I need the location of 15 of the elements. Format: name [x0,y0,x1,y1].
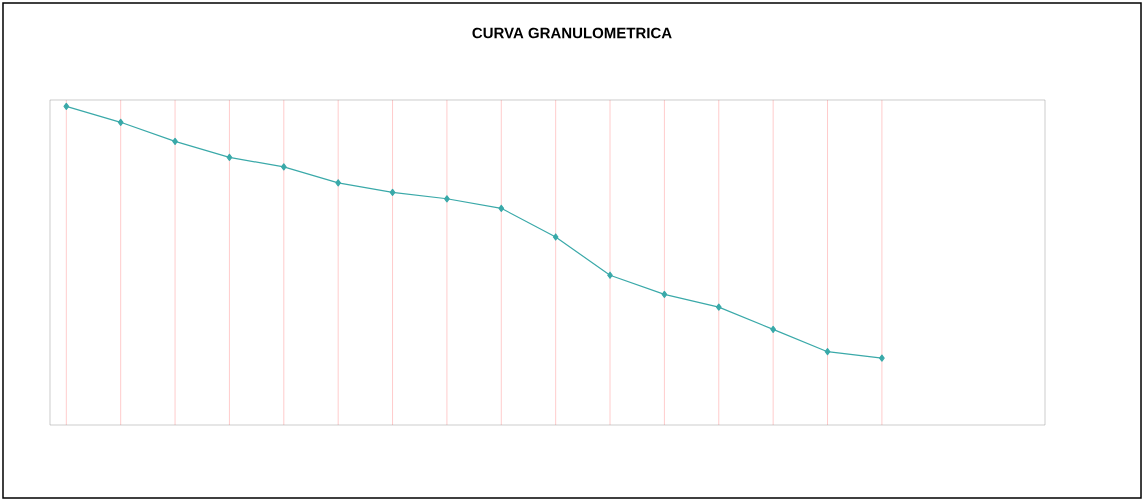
point [607,271,613,279]
chart-title: CURVA GRANULOMETRICA [472,27,672,39]
point [117,118,124,126]
point [498,204,505,212]
point [63,102,70,110]
point [879,354,885,362]
point [824,348,831,356]
point [661,290,668,298]
point [335,179,342,187]
point [280,163,287,171]
point [552,233,559,241]
point [715,303,722,311]
point [444,195,450,203]
point [226,153,233,161]
point [389,188,396,196]
